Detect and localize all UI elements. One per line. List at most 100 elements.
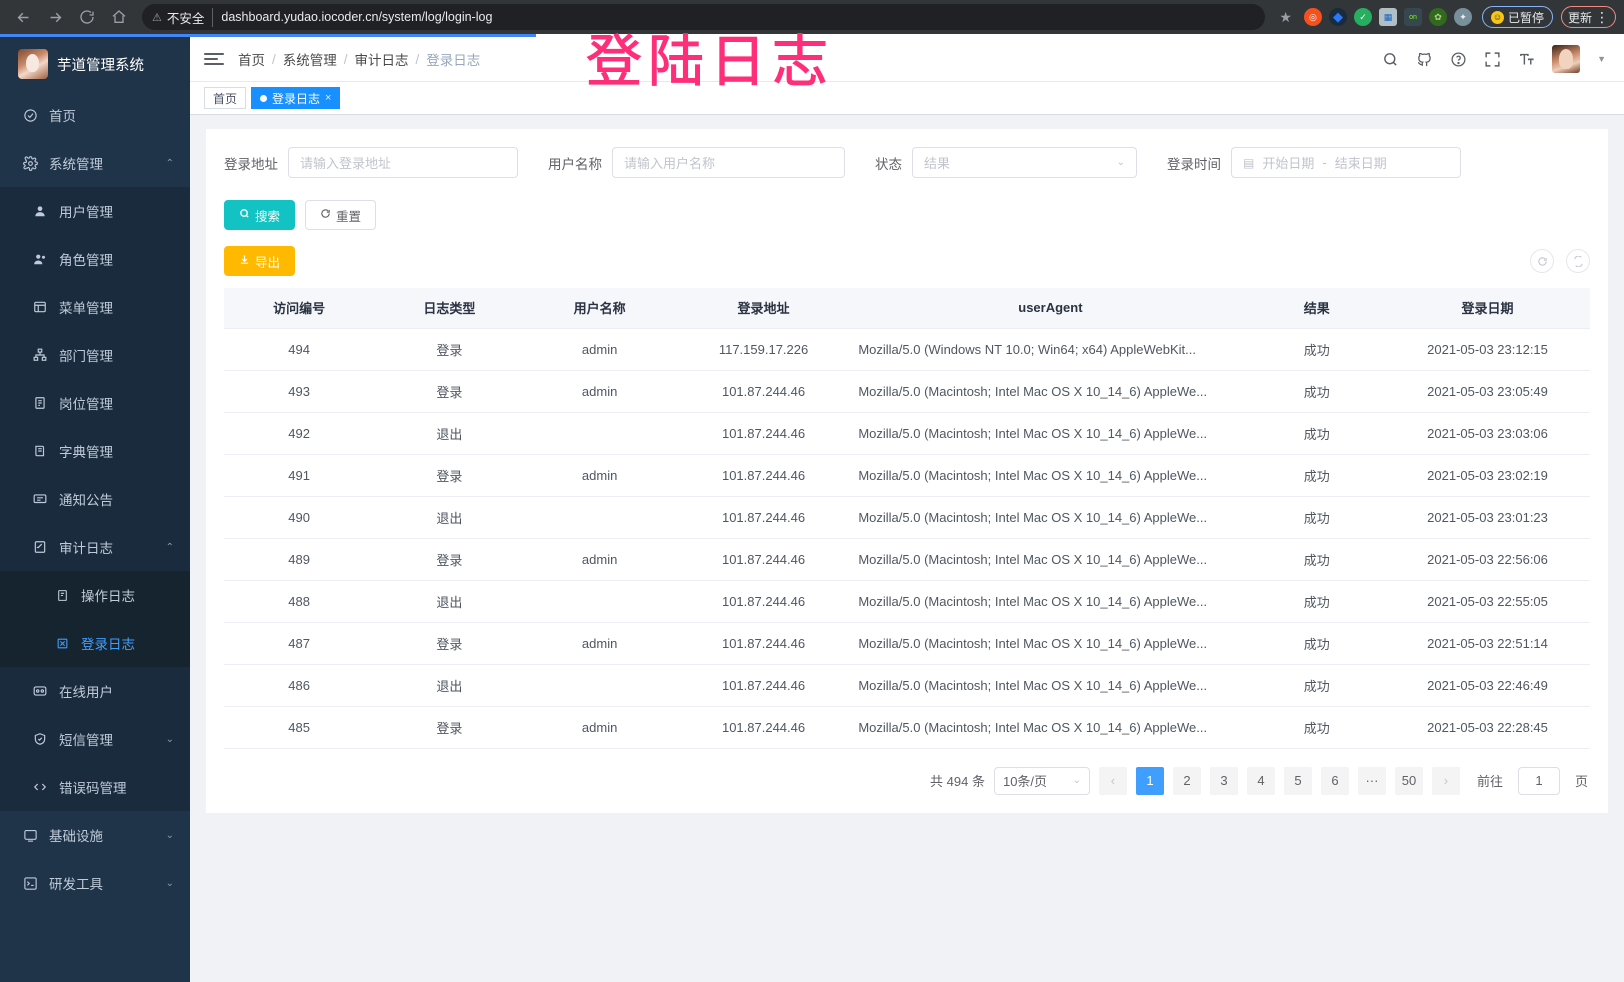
help-icon[interactable] [1450, 51, 1467, 68]
table-row[interactable]: 486 退出 101.87.244.46 Mozilla/5.0 (Macintosh… [224, 664, 1590, 707]
sidebar-item-role-management[interactable]: 角色管理 [0, 235, 190, 283]
prev-page-button[interactable]: ‹ [1098, 766, 1127, 795]
sidebar-item-online-users[interactable]: 在线用户 [0, 667, 190, 715]
sidebar-item-label: 角色管理 [59, 253, 113, 268]
table-row[interactable]: 494 登录 admin 117.159.17.226 Mozilla/5.0 (Win… [224, 328, 1590, 371]
search-button[interactable]: 搜索 [224, 200, 296, 230]
reload-icon[interactable] [72, 2, 102, 32]
sidebar-item-login-log[interactable]: 登录日志 [0, 619, 190, 667]
ext-green-check-icon[interactable]: ✓ [1353, 8, 1372, 26]
breadcrumb-item-audit[interactable]: 审计日志 [354, 53, 409, 68]
close-icon[interactable]: × [325, 92, 332, 104]
ext-leaf-icon[interactable]: ✿ [1428, 8, 1447, 26]
cell-log-type: 登录 [374, 538, 525, 581]
tab-home[interactable]: 首页 [204, 87, 247, 109]
export-button[interactable]: 导出 [224, 246, 296, 276]
fullscreen-icon[interactable] [1484, 51, 1501, 68]
sidebar-item-post-management[interactable]: 岗位管理 [0, 379, 190, 427]
avatar[interactable] [1552, 45, 1581, 73]
chevron-down-icon[interactable]: ▼ [1597, 54, 1606, 64]
content-area: 登录地址 请输入登录地址 用户名称 请输入用户名称 [190, 115, 1624, 982]
tag-bar: 首页 登录日志 × [190, 82, 1624, 115]
refresh-icon[interactable] [1530, 249, 1554, 273]
sidebar-item-home[interactable]: 首页 [0, 91, 190, 139]
cell-visit-id: 485 [224, 706, 375, 749]
goto-page-input[interactable]: 1 [1517, 766, 1560, 795]
sidebar-item-department-management[interactable]: 部门管理 [0, 331, 190, 379]
login-time-label: 登录时间 [1167, 156, 1221, 172]
page-number-button[interactable]: 2 [1172, 766, 1201, 795]
home-icon[interactable] [104, 2, 134, 32]
role-icon [30, 252, 50, 266]
page-size-select[interactable]: 10条/页 ⌄ [993, 766, 1090, 795]
table-row[interactable]: 493 登录 admin 101.87.244.46 Mozilla/5.0 (Maci… [224, 370, 1590, 413]
sidebar-item-dictionary-management[interactable]: 字典管理 [0, 427, 190, 475]
page-number-button[interactable]: 5 [1283, 766, 1312, 795]
breadcrumb-item-system[interactable]: 系统管理 [282, 53, 337, 68]
sidebar-item-audit-log[interactable]: 审计日志 ⌃ [0, 523, 190, 571]
sidebar-item-operation-log[interactable]: 操作日志 [0, 571, 190, 619]
table-row[interactable]: 487 登录 admin 101.87.244.46 Mozilla/5.0 (Maci… [224, 622, 1590, 665]
table-header-row: 访问编号 日志类型 用户名称 登录地址 userAgent 结果 登录日期 [224, 288, 1590, 329]
page-number-button[interactable]: 3 [1209, 766, 1238, 795]
page-number-button[interactable]: ··· [1357, 766, 1386, 795]
ext-grid-blue-icon[interactable]: ▦ [1378, 8, 1397, 26]
sidebar-item-announcement[interactable]: 通知公告 [0, 475, 190, 523]
cell-log-type: 登录 [374, 706, 525, 749]
sidebar-item-infrastructure[interactable]: 基础设施 ⌄ [0, 811, 190, 859]
ext-on-green-icon[interactable]: on [1403, 8, 1422, 26]
tab-login-log[interactable]: 登录日志 × [251, 87, 341, 109]
sidebar-item-label: 系统管理 [49, 157, 103, 172]
sidebar-item-dev-tools[interactable]: 研发工具 ⌄ [0, 859, 190, 907]
col-user-agent[interactable]: userAgent [852, 288, 1249, 329]
breadcrumb-item-home[interactable]: 首页 [238, 53, 265, 68]
bookmark-star-icon[interactable]: ★ [1279, 8, 1292, 25]
pagination: 共 494 条 10条/页 ⌄ ‹ 1 2 3 4 5 6 ··· 50 › 前往 1 页 [224, 749, 1590, 805]
col-result[interactable]: 结果 [1248, 288, 1386, 329]
sidebar-item-system-management[interactable]: 系统管理 ⌃ [0, 139, 190, 187]
login-address-input[interactable]: 请输入登录地址 [288, 147, 518, 178]
table-row[interactable]: 490 退出 101.87.244.46 Mozilla/5.0 (Macintosh… [224, 496, 1590, 539]
search-icon[interactable] [1382, 51, 1399, 68]
page-number-button[interactable]: 1 [1135, 766, 1164, 795]
sidebar-logo[interactable]: 芋道管理系统 [0, 37, 190, 91]
cell-user-agent: Mozilla/5.0 (Macintosh; Intel Mac OS X 1… [852, 454, 1249, 497]
columns-settings-icon[interactable] [1566, 249, 1590, 273]
col-login-date[interactable]: 登录日期 [1385, 288, 1590, 329]
col-log-type[interactable]: 日志类型 [374, 288, 525, 329]
sidebar-item-user-management[interactable]: 用户管理 [0, 187, 190, 235]
hamburger-icon[interactable] [204, 53, 224, 65]
table-row[interactable]: 492 退出 101.87.244.46 Mozilla/5.0 (Macintosh… [224, 412, 1590, 455]
page-number-button[interactable]: 4 [1246, 766, 1275, 795]
github-icon[interactable] [1416, 51, 1433, 68]
sidebar-item-menu-management[interactable]: 菜单管理 [0, 283, 190, 331]
font-size-icon[interactable] [1518, 51, 1535, 68]
update-button[interactable]: 更新 ⋮ [1560, 6, 1616, 28]
cell-visit-id: 491 [224, 454, 375, 497]
col-username[interactable]: 用户名称 [524, 288, 675, 329]
sidebar-item-sms-management[interactable]: 短信管理 ⌄ [0, 715, 190, 763]
smiley-icon: ☺ [1490, 10, 1504, 24]
address-bar[interactable]: ⚠ 不安全 dashboard.yudao.iocoder.cn/system/… [142, 4, 1266, 30]
table-row[interactable]: 485 登录 admin 101.87.244.46 Mozilla/5.0 (Maci… [224, 706, 1590, 749]
col-login-ip[interactable]: 登录地址 [674, 288, 853, 329]
table-row[interactable]: 488 退出 101.87.244.46 Mozilla/5.0 (Macintosh… [224, 580, 1590, 623]
page-number-button[interactable]: 6 [1320, 766, 1349, 795]
ext-orange-circle-icon[interactable]: ◎ [1303, 8, 1322, 26]
col-visit-id[interactable]: 访问编号 [224, 288, 375, 329]
table-row[interactable]: 491 登录 admin 101.87.244.46 Mozilla/5.0 (Maci… [224, 454, 1590, 497]
ext-puzzle-icon[interactable]: ✦ [1453, 8, 1472, 26]
username-input[interactable]: 请输入用户名称 [612, 147, 845, 178]
status-select[interactable]: 结果 ⌄ [912, 147, 1137, 178]
forward-arrow-icon[interactable] [40, 2, 70, 32]
login-time-daterange[interactable]: ▤ 开始日期 - 结束日期 [1231, 147, 1461, 178]
paused-badge[interactable]: ☺ 已暂停 [1481, 6, 1553, 28]
page-number-button[interactable]: 50 [1394, 766, 1423, 795]
next-page-button[interactable]: › [1431, 766, 1460, 795]
table-row[interactable]: 489 登录 admin 101.87.244.46 Mozilla/5.0 (Maci… [224, 538, 1590, 581]
chrome-menu-icon[interactable]: ⋮ [1595, 9, 1609, 25]
reset-button[interactable]: 重置 [305, 200, 377, 230]
back-arrow-icon[interactable] [8, 2, 38, 32]
sidebar-item-error-code-management[interactable]: 错误码管理 [0, 763, 190, 811]
ext-diamond-blue-icon[interactable]: ◆ [1328, 8, 1347, 26]
